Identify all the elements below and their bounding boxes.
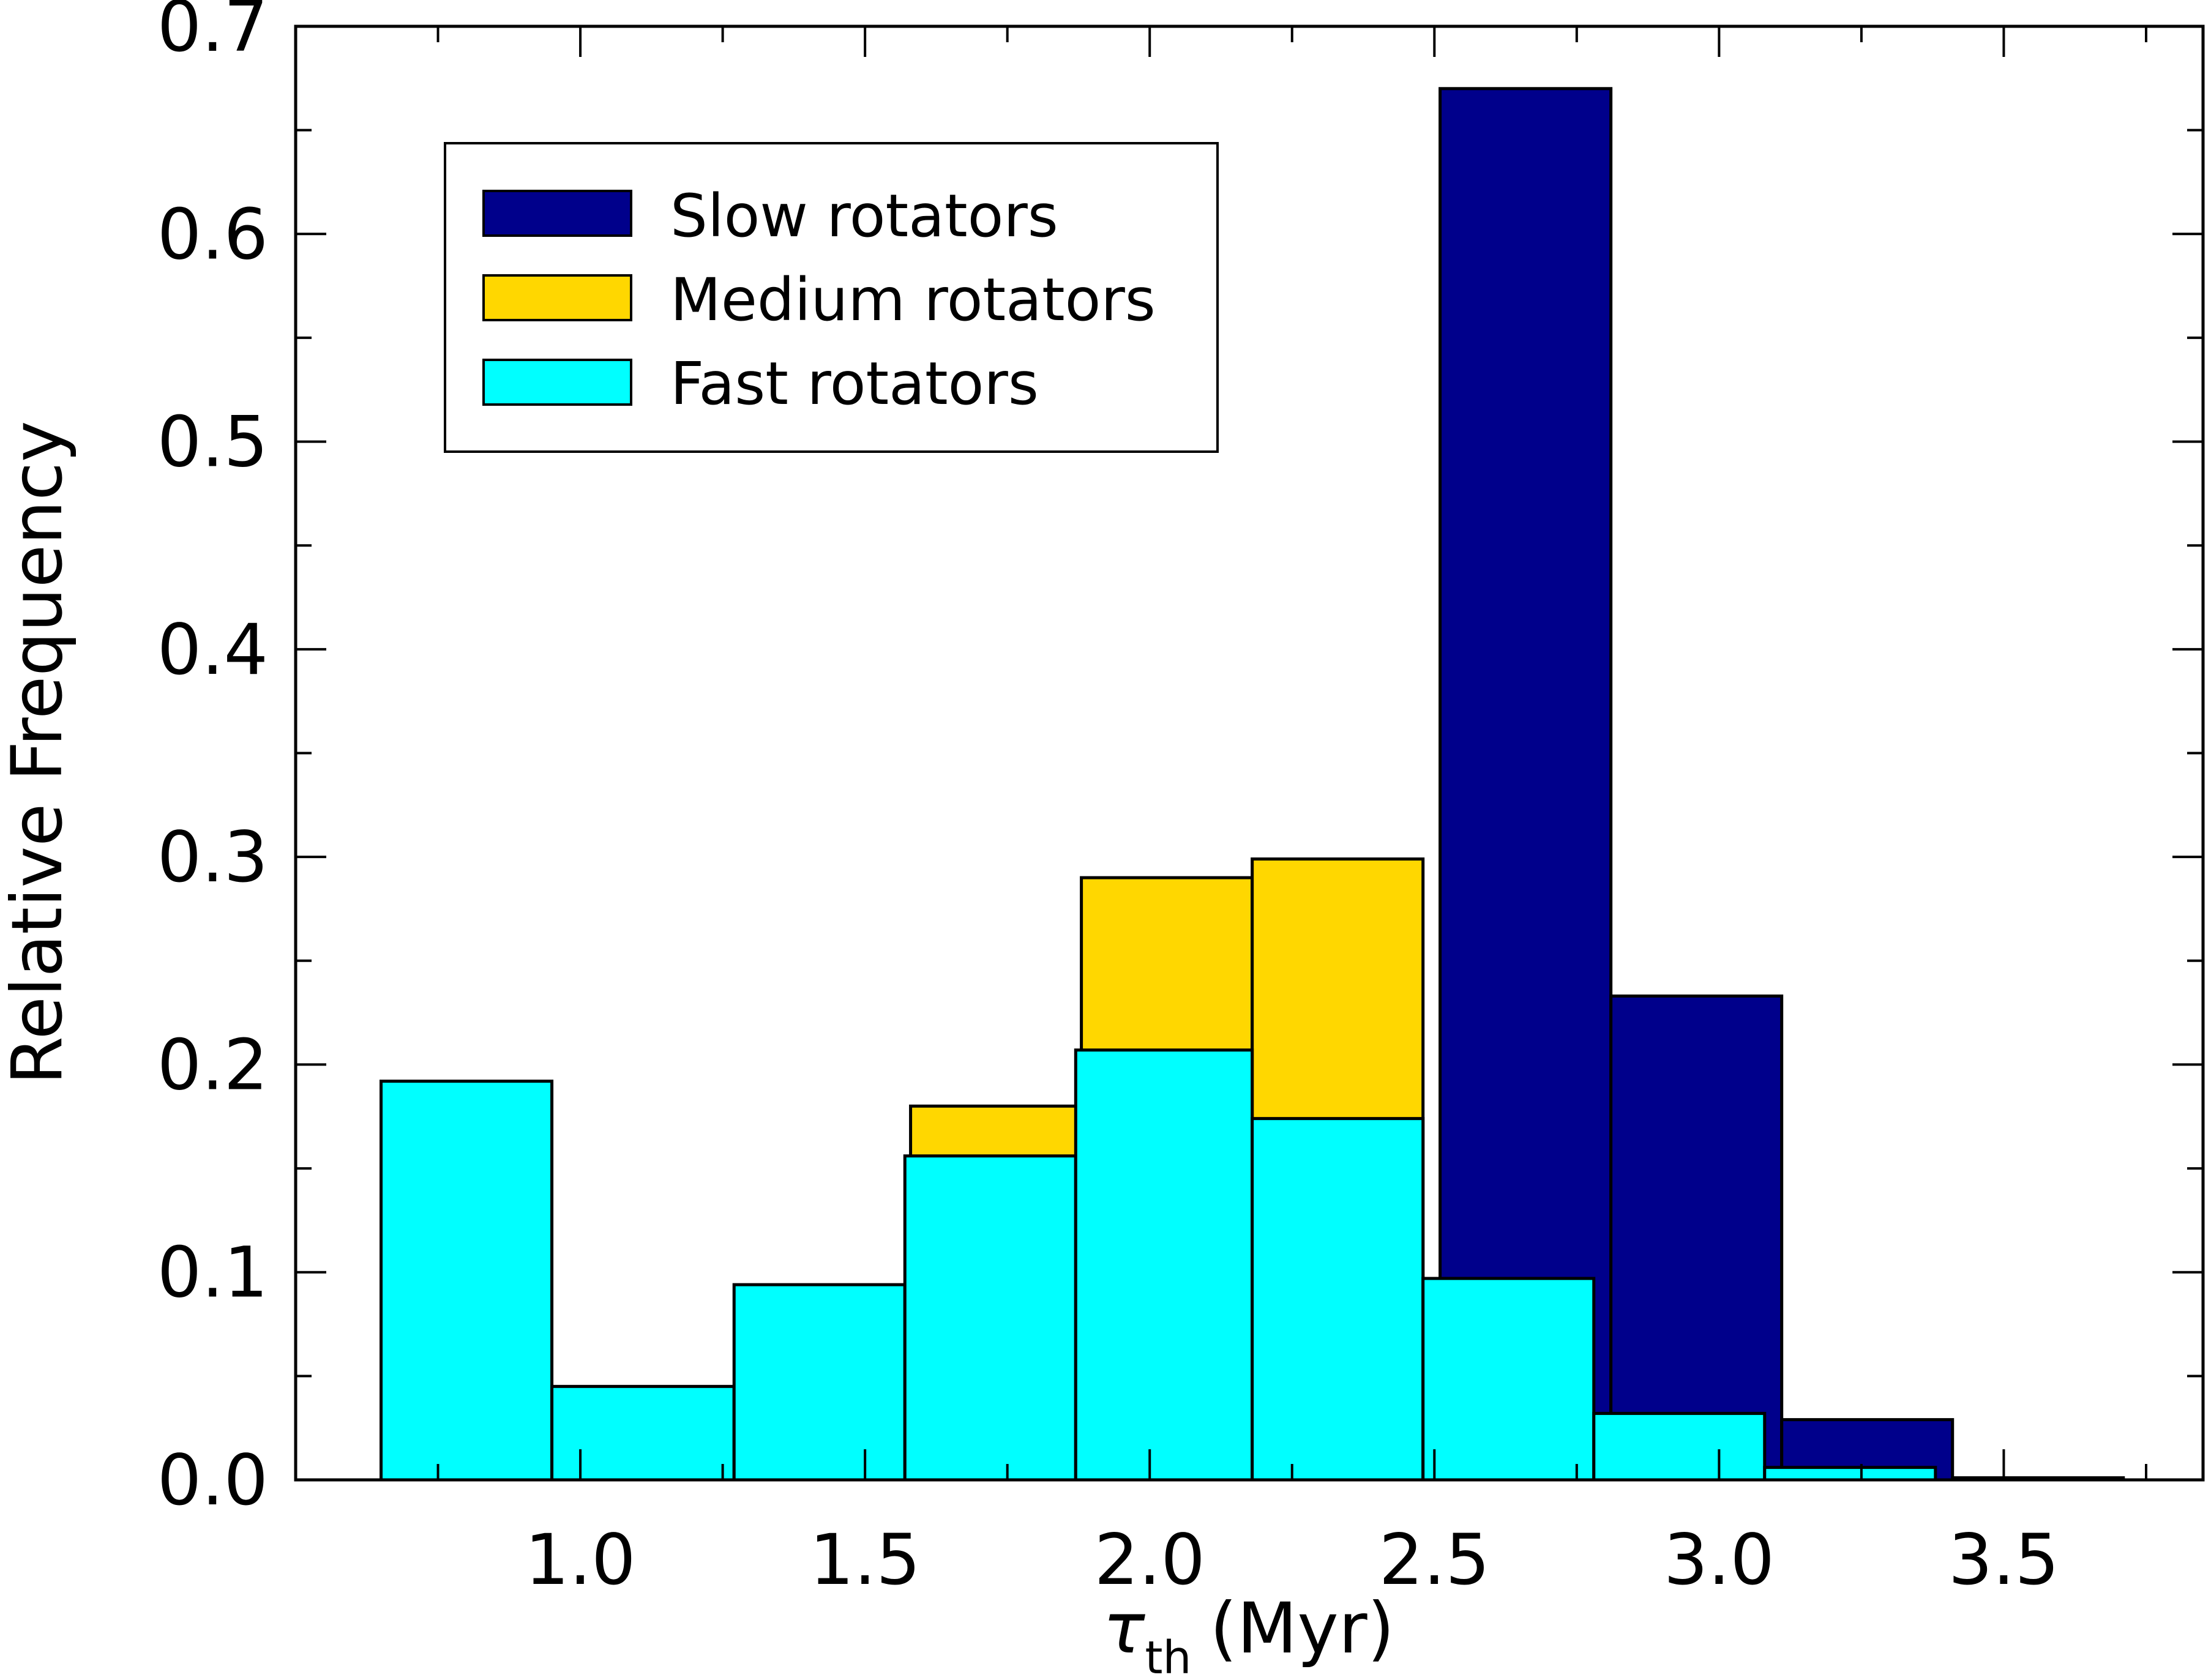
x-tick-label-4: 3.0	[1664, 1519, 1775, 1600]
bar-fast-7	[1592, 1411, 1767, 1482]
bar-fast-3	[903, 1154, 1077, 1482]
x-axis-title-subscript: th	[1145, 1632, 1192, 1680]
bar-slow-0	[1438, 87, 1613, 1482]
y-tick-label-5: 0.5	[157, 401, 268, 483]
bar-fast-2	[732, 1283, 907, 1482]
y-tick-label-7: 0.7	[157, 0, 268, 67]
y-tick-label-2: 0.2	[157, 1024, 268, 1105]
y-tick-label-4: 0.4	[157, 609, 268, 690]
bar-fast-0	[380, 1080, 554, 1482]
legend-label-fast: Fast rotators	[670, 349, 1039, 418]
y-axis-title: Relative Frequency	[0, 421, 78, 1085]
legend: Slow rotators Medium rotators Fast rotat…	[444, 142, 1219, 453]
y-tick-label-3: 0.3	[157, 816, 268, 898]
legend-swatch-slow	[482, 190, 632, 237]
x-tick-label-0: 1.0	[525, 1519, 635, 1600]
x-tick-label-3: 2.5	[1379, 1519, 1490, 1600]
tick-labels-layer: 0.0 0.1 0.2 0.3 0.4 0.5 0.6 0.7 1.0 1.5 2.0 2.5 3.0 3…	[157, 0, 2059, 1600]
legend-label-slow: Slow rotators	[670, 182, 1058, 250]
legend-swatch-fast	[482, 359, 632, 406]
x-axis-title: τth (Myr)	[1103, 1588, 1394, 1680]
ticks-layer	[296, 25, 2203, 1481]
bar-fast-5	[1251, 1117, 1425, 1482]
x-axis-title-unit: (Myr)	[1210, 1588, 1394, 1669]
bar-slow-1	[1609, 994, 1784, 1482]
y-tick-label-1: 0.1	[157, 1232, 268, 1313]
bar-fast-1	[550, 1384, 736, 1482]
legend-swatch-medium	[482, 274, 632, 321]
bar-fast-8	[1763, 1466, 1937, 1482]
x-tick-label-1: 1.5	[809, 1519, 920, 1600]
bar-fast-6	[1421, 1277, 1596, 1482]
bar-fast-4	[1074, 1048, 1254, 1482]
legend-label-medium: Medium rotators	[670, 266, 1156, 334]
bars-layer	[380, 87, 2125, 1482]
x-tick-label-2: 2.0	[1094, 1519, 1205, 1600]
y-tick-label-6: 0.6	[157, 193, 268, 275]
x-axis-title-symbol: τ	[1103, 1588, 1146, 1669]
x-tick-label-5: 3.5	[1948, 1519, 2059, 1600]
y-tick-label-0: 0.0	[157, 1439, 268, 1521]
